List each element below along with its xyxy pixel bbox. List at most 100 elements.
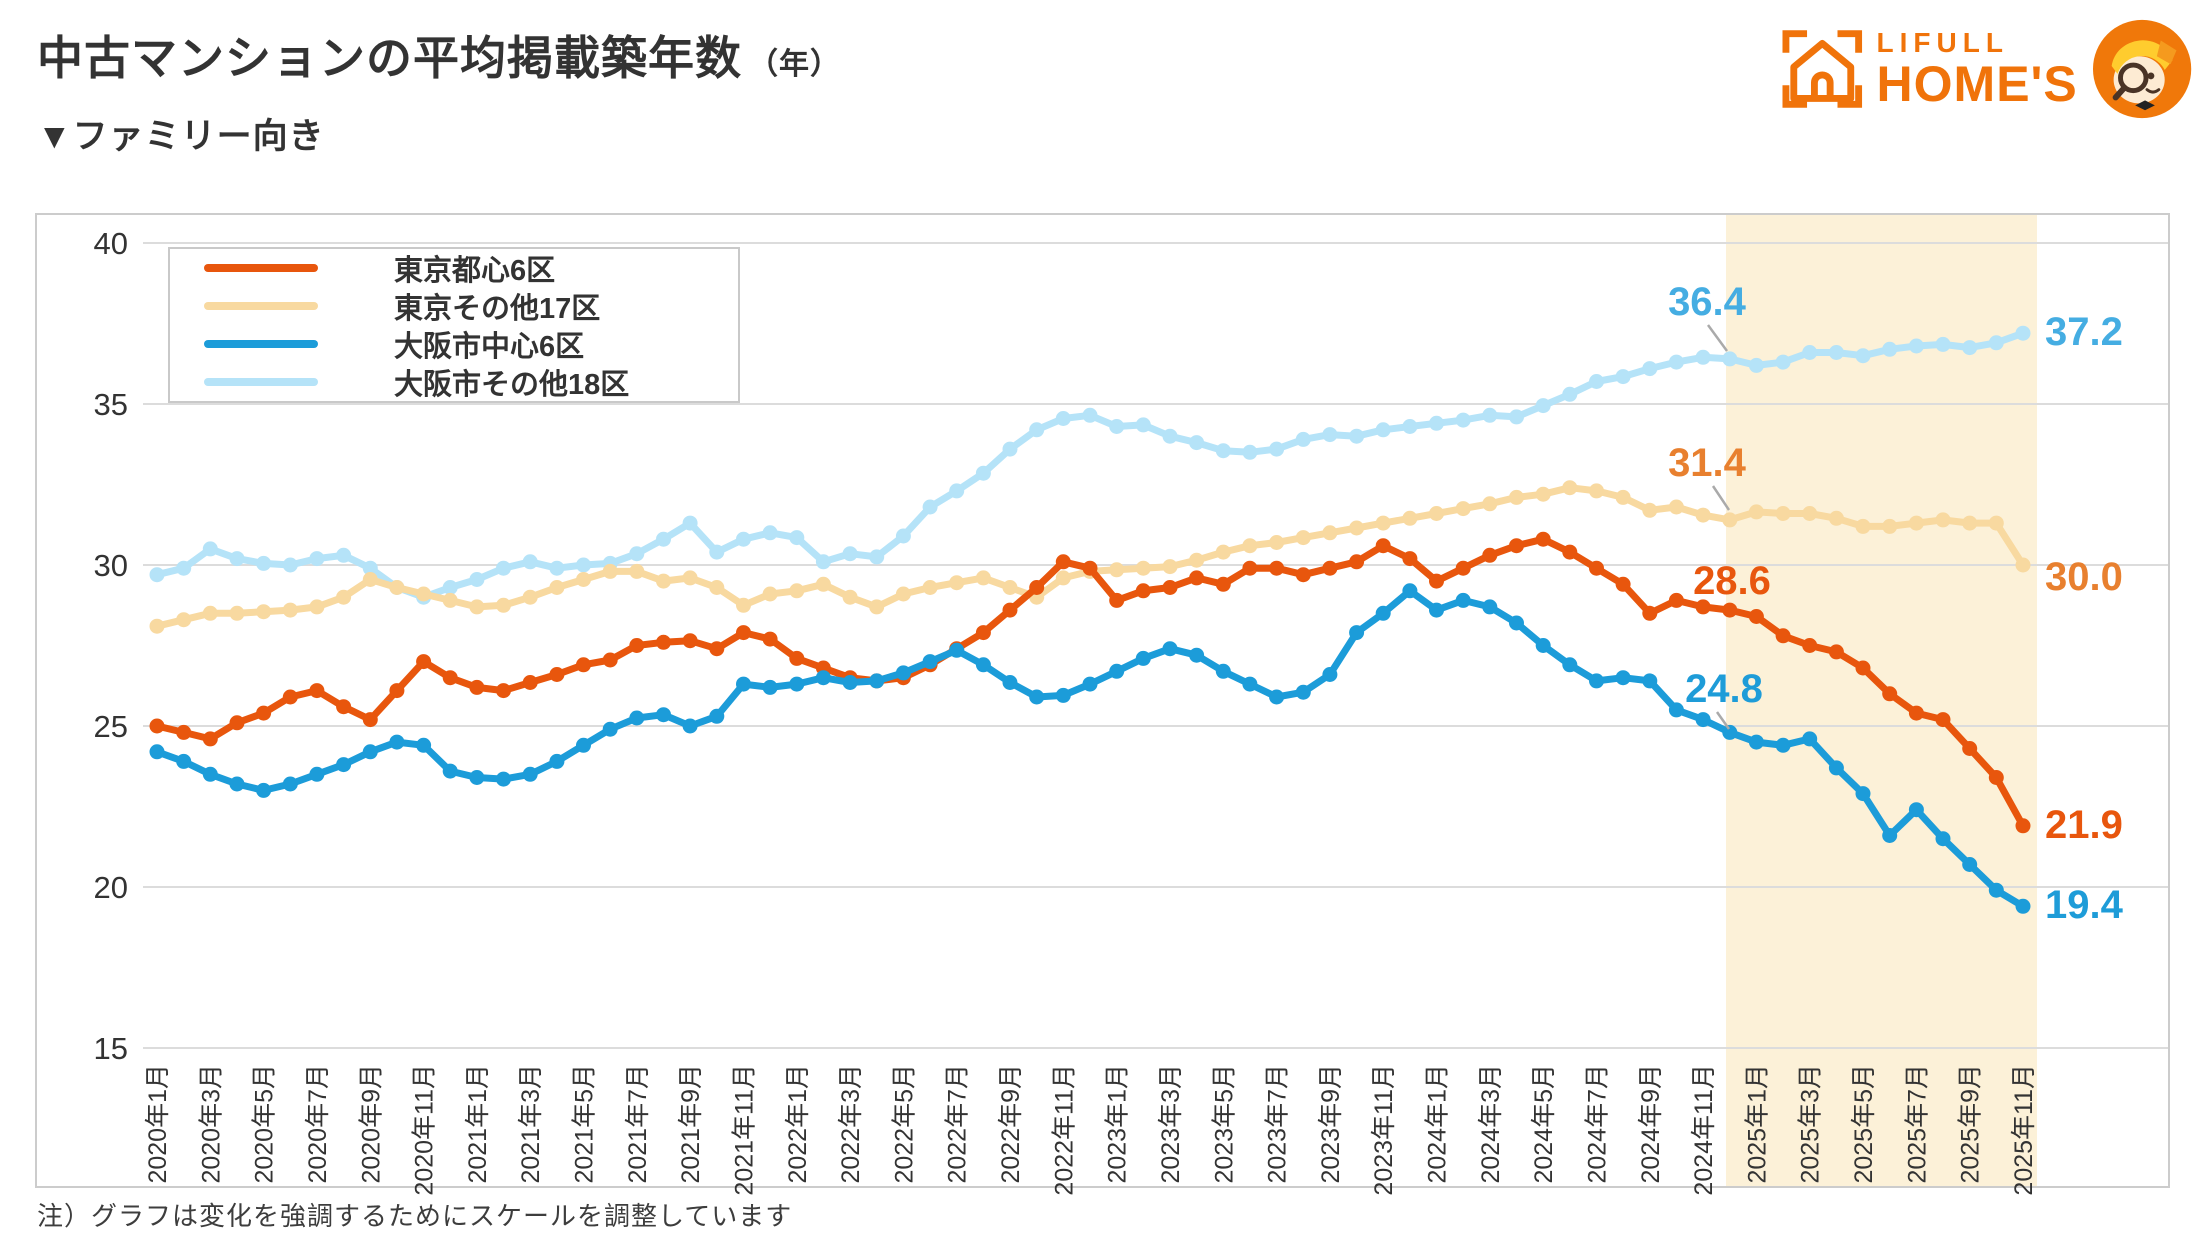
- data-point: [602, 721, 618, 737]
- data-point: [922, 654, 938, 670]
- data-point: [149, 618, 165, 634]
- data-point: [362, 744, 378, 760]
- data-point: [1429, 506, 1444, 521]
- data-point: [1642, 605, 1658, 621]
- data-point: [789, 530, 805, 546]
- data-point: [1029, 580, 1045, 595]
- data-point: [1615, 576, 1631, 592]
- data-point: [762, 631, 778, 647]
- data-point: [815, 670, 831, 686]
- data-point: [522, 766, 538, 782]
- data-point: [469, 679, 485, 695]
- legend-swatch-icon: [204, 378, 318, 386]
- x-tick-label: 2023年7月: [1264, 1064, 1292, 1184]
- x-tick-label: 2022年9月: [997, 1064, 1025, 1184]
- x-tick-label: 2025年7月: [1903, 1064, 1931, 1184]
- data-point: [709, 544, 725, 560]
- data-point: [522, 589, 538, 605]
- data-point: [1162, 428, 1178, 444]
- callout-value-3: 36.4: [1668, 280, 1747, 324]
- data-point: [469, 599, 485, 615]
- data-point: [1642, 361, 1658, 377]
- y-tick-label: 15: [94, 1031, 128, 1066]
- data-point: [762, 586, 778, 602]
- data-point: [1722, 602, 1738, 618]
- data-point: [1162, 559, 1178, 575]
- data-point: [522, 554, 538, 570]
- data-point: [1775, 506, 1791, 521]
- legend-item-2: 大阪市中心6区: [170, 329, 738, 363]
- data-point: [202, 731, 218, 747]
- data-point: [1882, 686, 1898, 702]
- data-point: [682, 570, 698, 586]
- x-tick-label: 2024年1月: [1424, 1064, 1452, 1184]
- data-point: [629, 638, 645, 653]
- x-tick-label: 2020年5月: [251, 1064, 279, 1184]
- data-point: [1429, 602, 1444, 618]
- data-point: [949, 575, 965, 591]
- data-point: [1215, 544, 1231, 560]
- data-point: [1055, 554, 1071, 570]
- data-point: [1002, 675, 1018, 690]
- data-point: [1962, 741, 1978, 756]
- data-point: [176, 753, 192, 769]
- data-point: [1322, 667, 1338, 682]
- x-tick-label: 2022年7月: [944, 1064, 972, 1184]
- data-point: [1589, 560, 1604, 576]
- data-point: [922, 499, 938, 515]
- data-point: [1242, 538, 1258, 554]
- data-point: [895, 528, 911, 544]
- data-point: [1215, 663, 1231, 679]
- data-point: [656, 531, 671, 547]
- data-point: [1322, 525, 1338, 541]
- data-point: [1135, 560, 1151, 576]
- data-point: [522, 675, 538, 690]
- legend-label: 大阪市中心6区: [394, 331, 585, 363]
- data-point: [629, 710, 645, 726]
- data-point: [1055, 687, 1071, 703]
- data-point: [1295, 530, 1311, 546]
- x-tick-label: 2025年1月: [1743, 1064, 1771, 1184]
- x-tick-label: 2023年11月: [1370, 1064, 1398, 1196]
- data-point: [895, 586, 911, 602]
- data-point: [1748, 609, 1764, 624]
- data-point: [736, 625, 751, 641]
- data-point: [416, 586, 432, 602]
- data-point: [1455, 412, 1471, 428]
- page-title-text: 中古マンションの平均掲載築年数: [37, 32, 742, 84]
- x-tick-label: 2020年11月: [411, 1064, 439, 1196]
- data-point: [1828, 644, 1844, 660]
- legend-label: 大阪市その他18区: [394, 369, 630, 401]
- data-point: [1562, 657, 1578, 673]
- data-point: [682, 633, 698, 649]
- data-point: [1988, 770, 2004, 785]
- data-point: [336, 757, 352, 773]
- data-point: [549, 753, 565, 769]
- legend-label: 東京その他17区: [394, 293, 601, 325]
- data-point: [1615, 369, 1631, 385]
- highlight-band-2025: [1726, 215, 2037, 1186]
- data-point: [869, 673, 885, 689]
- data-point: [1269, 535, 1285, 550]
- data-point: [2015, 557, 2031, 573]
- data-point: [1668, 592, 1684, 608]
- x-tick-label: 2020年3月: [197, 1064, 225, 1184]
- x-tick-label: 2022年3月: [837, 1064, 865, 1184]
- data-point: [1295, 431, 1311, 447]
- x-tick-label: 2020年7月: [304, 1064, 332, 1184]
- data-point: [1322, 427, 1338, 443]
- data-point: [1722, 512, 1738, 528]
- data-point: [1775, 354, 1791, 370]
- x-tick-label: 2021年9月: [677, 1064, 705, 1184]
- data-point: [1109, 592, 1125, 608]
- data-point: [1562, 544, 1578, 560]
- legend-item-0: 東京都心6区: [170, 253, 738, 287]
- data-point: [789, 676, 805, 692]
- callout-value-0: 28.6: [1693, 559, 1771, 603]
- data-point: [442, 580, 458, 595]
- data-point: [1962, 857, 1978, 872]
- data-point: [975, 625, 991, 641]
- data-point: [1162, 580, 1178, 595]
- data-point: [202, 766, 218, 782]
